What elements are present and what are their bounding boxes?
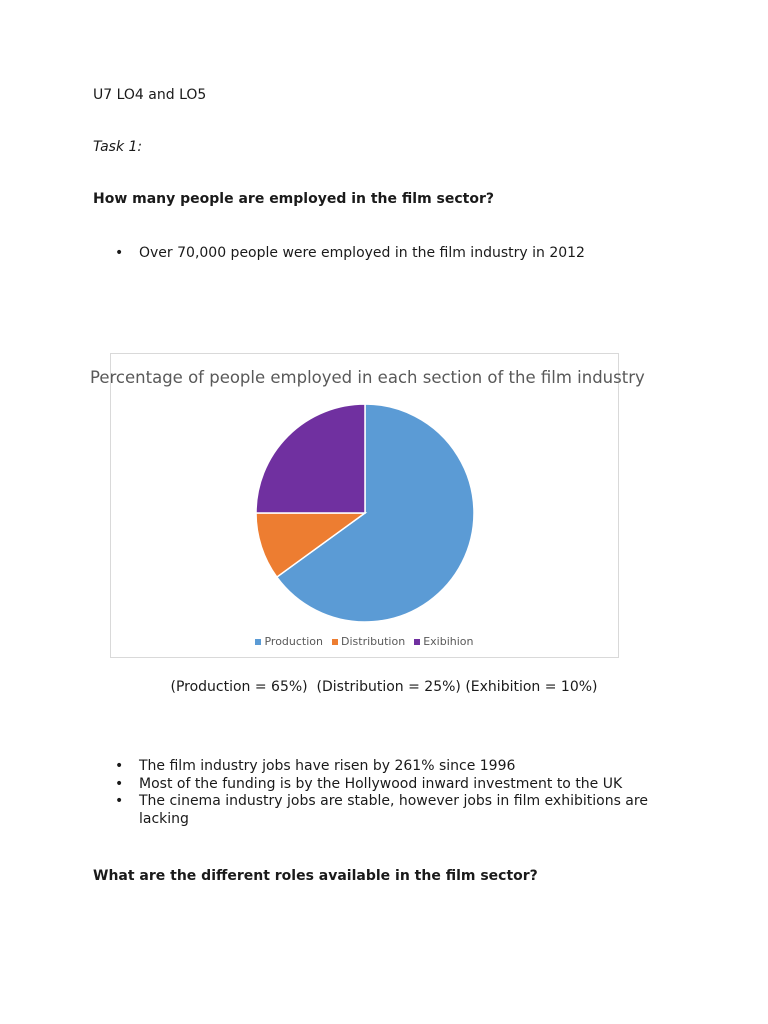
bullet-item: The film industry jobs have risen by 261… [93, 758, 661, 776]
legend-label: Distribution [341, 635, 406, 648]
bullet-list: The film industry jobs have risen by 261… [93, 758, 661, 828]
question-heading: How many people are employed in the film… [93, 191, 494, 207]
legend-swatch [332, 638, 339, 645]
pie-slice-exibihion [255, 403, 366, 514]
legend-swatch [414, 638, 421, 645]
document-header: U7 LO4 and LO5 [93, 87, 207, 103]
bullet-item: Over 70,000 people were employed in the … [93, 245, 661, 263]
task-label: Task 1: [93, 139, 143, 155]
legend-item: Distribution [332, 635, 405, 648]
question-heading: What are the different roles available i… [93, 868, 538, 884]
percentage-caption: (Production = 65%) (Distribution = 25%) … [170, 679, 598, 695]
legend-item: Production [255, 635, 323, 648]
legend-label: Exibihion [423, 635, 474, 648]
chart-legend: Production Distribution Exibihion [0, 635, 729, 648]
legend-swatch [255, 638, 262, 645]
chart-title: Percentage of people employed in each se… [90, 368, 645, 387]
pie-slice-production [275, 403, 475, 623]
legend-label: Production [264, 635, 324, 648]
bullet-list: Over 70,000 people were employed in the … [93, 245, 661, 263]
legend-item: Exibihion [414, 635, 474, 648]
bullet-item: The cinema industry jobs are stable, how… [93, 793, 661, 828]
bullet-item: Most of the funding is by the Hollywood … [93, 776, 661, 794]
